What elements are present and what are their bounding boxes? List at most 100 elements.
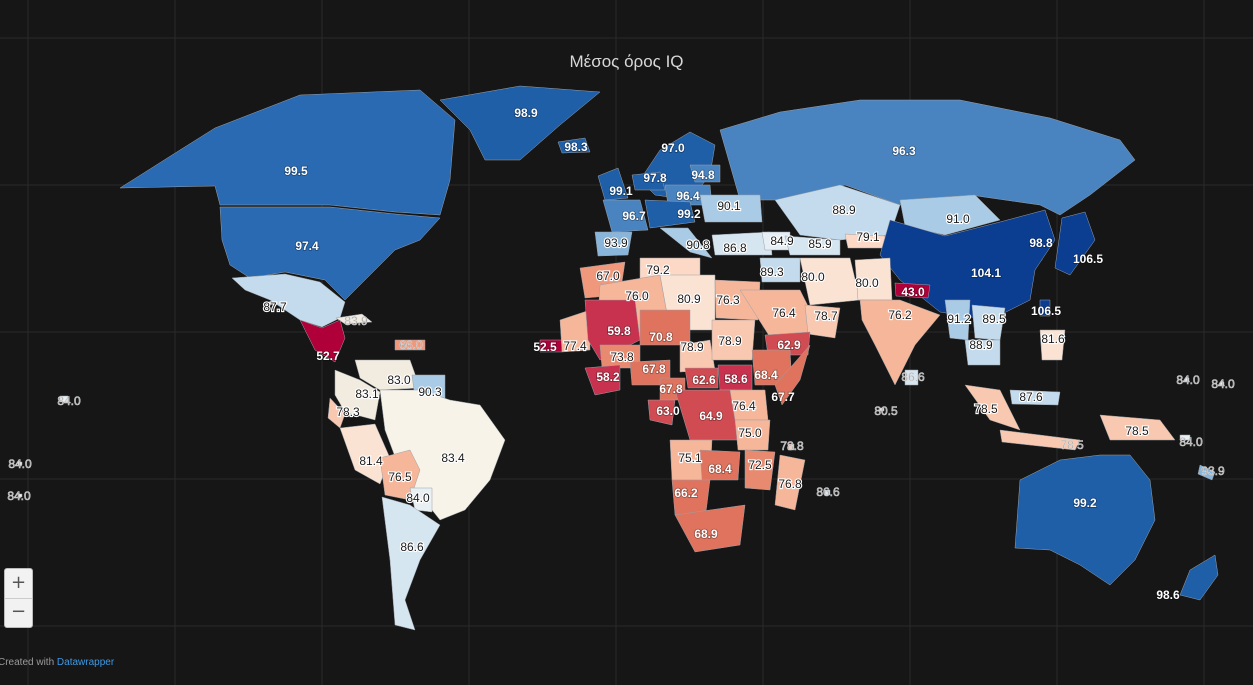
country-somalia[interactable] [774,344,811,406]
country-australia[interactable] [1014,454,1156,586]
value-label-baltics: 94.8 [691,168,715,182]
country-cambodia[interactable] [964,339,1001,366]
value-label-algeria: 76.0 [625,289,649,303]
country-paraguay[interactable] [409,487,433,513]
value-label-france: 96.7 [622,209,646,223]
country-sudan[interactable] [711,319,756,361]
country-java[interactable] [999,429,1081,451]
country-philippines[interactable] [1039,329,1066,361]
country-bolivia[interactable] [379,449,421,501]
value-label-venezuela: 83.0 [387,373,411,387]
value-label-sudan: 78.9 [718,334,742,348]
country-ukraine[interactable] [699,194,763,223]
country-india[interactable] [859,299,941,386]
country-micronesia-2[interactable] [1219,381,1225,386]
country-russia[interactable] [719,99,1136,216]
country-shapes[interactable] [17,85,1225,631]
country-liberia[interactable] [584,364,621,396]
value-label-guyana: 90.3 [418,385,442,399]
country-guatemala[interactable] [299,319,346,363]
country-argentina[interactable] [381,496,441,631]
country-uk[interactable] [597,167,629,201]
country-cuba[interactable] [335,313,373,325]
value-label-usa: 97.4 [295,239,319,253]
value-label-saudi: 76.4 [772,306,796,320]
value-label-iceland: 98.3 [564,140,588,154]
value-label-seychelles: 78.8 [780,439,804,453]
country-sumatra[interactable] [964,384,1021,431]
credit-prefix: Created with [0,657,57,668]
value-label-kyrgyzstan: 79.1 [856,230,880,244]
zoom-control: + − [4,568,33,628]
value-label-oman: 78.7 [814,309,838,323]
country-gabon[interactable] [647,399,676,426]
country-colombia[interactable] [334,369,381,421]
country-greenland[interactable] [439,85,601,161]
value-label-iran: 80.0 [801,270,825,284]
country-mauritius[interactable] [824,489,831,496]
country-new-caledonia[interactable] [1197,464,1216,481]
country-oman[interactable] [804,304,841,339]
value-label-egypt: 76.3 [716,293,740,307]
value-label-myanmar: 91.2 [947,312,971,326]
value-label-algeria-north: 79.2 [646,263,670,277]
value-label-somalia: 67.7 [771,390,795,404]
country-central-europe[interactable] [644,199,696,229]
country-italy[interactable] [659,227,713,259]
country-solomon[interactable] [1179,434,1191,441]
country-usa[interactable] [219,206,441,301]
value-label-morocco: 67.0 [596,269,620,283]
country-baltics[interactable] [689,164,721,183]
value-label-brazil: 83.4 [441,451,465,465]
country-car[interactable] [684,367,719,389]
country-taiwan[interactable] [1039,299,1051,317]
country-spain[interactable] [594,231,633,257]
country-pacific-2[interactable] [17,493,23,498]
value-label-kazakhstan: 88.9 [832,203,856,217]
value-label-syria: 89.3 [760,265,784,279]
value-label-mali: 59.8 [607,324,631,338]
country-turkey[interactable] [711,231,773,256]
country-yemen[interactable] [764,331,811,356]
zoom-in-button[interactable]: + [5,569,32,599]
country-mongolia[interactable] [899,194,1001,236]
country-malaysia[interactable] [1009,389,1061,406]
country-hawaii[interactable] [59,395,69,403]
value-label-new-caledonia: 93.9 [1201,464,1225,478]
value-label-nigeria: 67.8 [642,362,666,376]
value-label-micronesia-1: 84.0 [1176,373,1200,387]
country-south-africa[interactable] [674,504,746,553]
country-mexico[interactable] [231,273,346,328]
country-pacific-1[interactable] [17,461,23,466]
country-japan[interactable] [1054,211,1096,276]
country-netherlands[interactable] [631,171,666,191]
country-iceland[interactable] [557,137,591,154]
country-sri-lanka[interactable] [904,369,919,386]
value-label-namibia: 66.2 [674,486,698,500]
value-label-libya: 80.9 [677,292,701,306]
value-label-yemen: 62.9 [777,338,801,352]
country-indian-ocean[interactable] [879,407,885,412]
value-label-taiwan: 106.5 [1031,304,1061,318]
country-zambia[interactable] [699,449,741,481]
country-venezuela[interactable] [354,359,421,391]
value-label-philippines: 81.6 [1041,332,1065,346]
country-mozambique[interactable] [744,449,776,491]
datawrapper-link[interactable]: Datawrapper [56,657,115,668]
country-caribbean[interactable] [394,339,426,351]
country-mauritania[interactable] [559,309,591,353]
country-uzbekistan[interactable] [784,235,841,256]
country-tanzania[interactable] [734,419,771,451]
zoom-out-button[interactable]: − [10,601,27,622]
country-madagascar[interactable] [774,454,806,511]
value-label-paraguay: 84.0 [406,491,430,505]
country-seychelles[interactable] [787,443,795,451]
country-syria[interactable] [759,257,801,283]
country-canada[interactable] [119,89,456,216]
country-nepal[interactable] [894,282,931,299]
country-france[interactable] [602,199,649,233]
country-new-zealand[interactable] [1179,554,1219,601]
country-micronesia-1[interactable] [1184,377,1190,382]
country-papua[interactable] [1099,414,1176,441]
